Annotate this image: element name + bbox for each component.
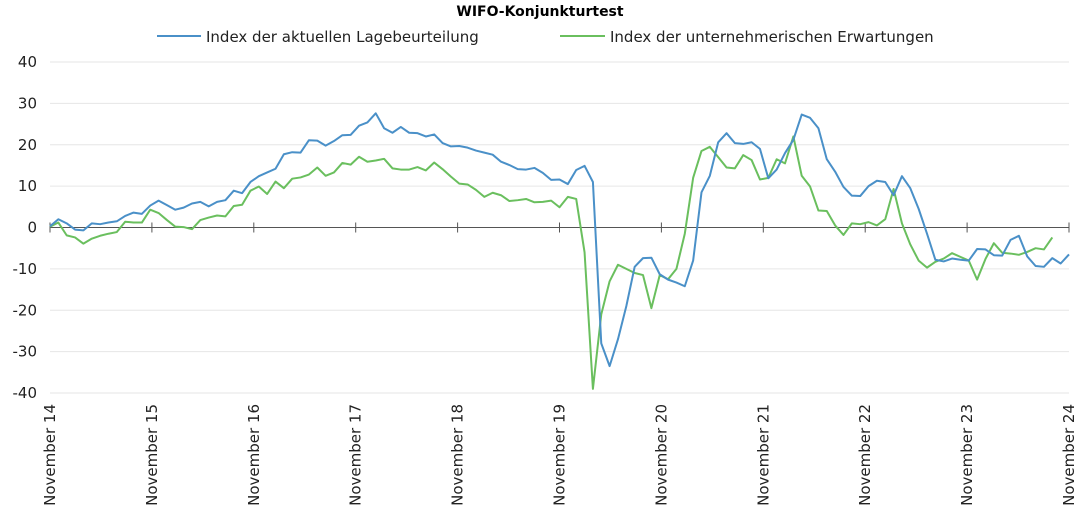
x-tick-label: November 18 xyxy=(449,404,467,506)
x-tick-label: November 22 xyxy=(856,404,874,506)
y-tick-label: -10 xyxy=(13,260,38,278)
grid xyxy=(50,61,1069,394)
legend-label-lage: Index der aktuellen Lagebeurteilung xyxy=(206,28,479,46)
x-tick-label: November 16 xyxy=(245,404,263,506)
legend: Index der aktuellen Lagebeurteilung Inde… xyxy=(157,28,934,46)
x-tick-label: November 15 xyxy=(143,404,161,506)
y-tick-label: 10 xyxy=(18,177,37,195)
x-tick-label: November 24 xyxy=(1060,404,1078,506)
x-tick-label: November 21 xyxy=(754,404,772,506)
y-tick-label: 40 xyxy=(18,53,37,71)
x-tick-label: November 14 xyxy=(41,404,59,506)
chart-title: WIFO-Konjunkturtest xyxy=(456,4,624,20)
y-tick-label: 20 xyxy=(18,136,37,154)
series-line-lage xyxy=(49,112,1070,368)
y-tick-label: 0 xyxy=(27,219,37,237)
legend-label-erw: Index der unternehmerischen Erwartungen xyxy=(610,28,934,46)
y-tick-label: -30 xyxy=(13,343,38,361)
y-axis: 40 30 20 10 0 -10 -20 -30 -40 xyxy=(13,53,38,402)
y-tick-label: 30 xyxy=(18,94,37,112)
x-tick-label: November 23 xyxy=(958,404,976,506)
y-tick-label: -40 xyxy=(13,384,38,402)
series-line-erw xyxy=(49,135,1054,390)
y-tick-label: -20 xyxy=(13,301,38,319)
x-tick-label: November 19 xyxy=(551,404,569,506)
series-layer xyxy=(49,112,1070,390)
x-tick-label: November 17 xyxy=(347,404,365,506)
x-axis: November 14 November 15 November 16 Novembe… xyxy=(41,222,1078,506)
x-tick-label: November 20 xyxy=(652,404,670,506)
